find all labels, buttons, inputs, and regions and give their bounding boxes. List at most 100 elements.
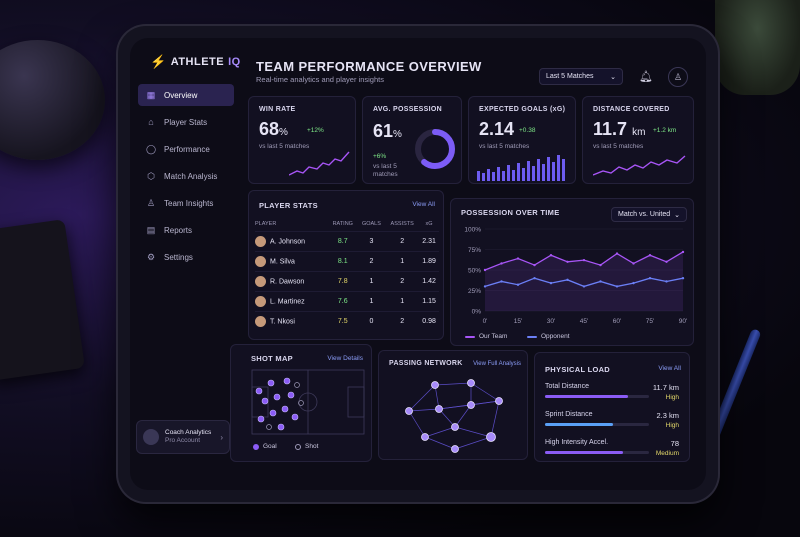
player-xg: 1.89 xyxy=(419,250,439,271)
sidebar-item-player-stats[interactable]: ⌂ Player Stats xyxy=(138,111,234,133)
player-assists: 2 xyxy=(385,230,420,251)
sidebar-item-reports[interactable]: ▤ Reports xyxy=(146,224,193,235)
physical-load-label: High Intensity Accel. xyxy=(545,439,609,446)
user-avatar-button[interactable]: ♙ xyxy=(668,67,688,87)
x-tick-label: 60' xyxy=(613,318,621,325)
shield-icon: ⬡ xyxy=(147,170,155,181)
possession-label: AVG. POSSESSION xyxy=(373,106,442,113)
match-range-select[interactable]: Last 5 Matches ⌄ xyxy=(539,68,623,85)
x-tick-label: 45' xyxy=(580,318,588,325)
physical-load-label: Sprint Distance xyxy=(545,411,593,418)
table-row[interactable]: R. Dawson 7.8 1 2 1.42 xyxy=(255,270,439,291)
physical-load-bar xyxy=(545,423,649,426)
player-avatar xyxy=(255,255,266,267)
player-name: M. Silva xyxy=(270,257,295,265)
possession-delta: +6% xyxy=(373,153,387,160)
win-rate-note: vs last 5 matches xyxy=(259,143,310,150)
series-point xyxy=(549,281,553,285)
x-tick-label: 30' xyxy=(547,318,555,325)
series-point xyxy=(632,281,635,285)
win-rate-value: 68% xyxy=(259,119,288,139)
distance-sparkline xyxy=(593,155,686,176)
sidebar-item-overview[interactable]: ▦ Overview xyxy=(138,84,234,106)
series-point xyxy=(582,258,586,262)
table-row[interactable]: L. Martinez 7.6 1 1 1.15 xyxy=(255,290,439,311)
series-point xyxy=(681,250,685,254)
series-point xyxy=(533,263,536,267)
shot-map-title: SHOT MAP xyxy=(251,354,293,363)
player-goals: 1 xyxy=(357,290,386,311)
distance-delta: +1.2 km xyxy=(653,127,677,134)
series-point xyxy=(615,285,619,288)
sidebar-item-settings[interactable]: ⚙ Settings xyxy=(146,251,193,262)
sidebar-item-performance[interactable]: ◯ Performance xyxy=(146,143,210,154)
player-assists: 1 xyxy=(385,250,420,271)
distance-note: vs last 5 matches xyxy=(593,143,644,150)
table-row[interactable]: A. Johnson 8.7 3 2 2.31 xyxy=(255,230,439,251)
passing-network-card: PASSING NETWORK View Full Analysis xyxy=(378,350,528,460)
bell-icon[interactable]: 🔔︎ xyxy=(639,71,653,83)
player-avatar xyxy=(255,235,266,247)
win-rate-label: WIN RATE xyxy=(259,106,296,113)
computer-mouse xyxy=(0,40,105,160)
passing-full-analysis-link[interactable]: View Full Analysis xyxy=(473,361,521,367)
x-tick-label: 15' xyxy=(514,318,522,325)
player-assists: 1 xyxy=(385,290,420,311)
coach-account-card[interactable]: Coach Analytics Pro Account › xyxy=(136,420,230,454)
shot-map-view-details-link[interactable]: View Details xyxy=(327,355,363,362)
sidebar-item-team-insights[interactable]: ♙ Team Insights xyxy=(146,197,214,208)
physical-load-level: High xyxy=(665,394,679,401)
user-icon: ♙ xyxy=(673,71,683,82)
plant-pot xyxy=(715,0,800,95)
shot-dot-icon xyxy=(295,443,301,450)
x-tick-label: 90' xyxy=(679,318,687,325)
series-area-our-team xyxy=(485,251,683,311)
xg-bar-sparkline xyxy=(477,155,565,181)
player-rating: 8.1 xyxy=(327,250,358,271)
player-stats-view-all-link[interactable]: View All xyxy=(412,201,435,208)
series-point xyxy=(681,277,685,280)
player-avatar xyxy=(255,315,266,327)
physical-load-value: 11.7 km xyxy=(652,383,679,392)
player-rating: 8.7 xyxy=(327,230,358,251)
page-subtitle: Real-time analytics and player insights xyxy=(256,75,384,84)
possession-card: AVG. POSSESSION 61% +6% vs last 5 matche… xyxy=(362,96,462,184)
player-rating: 7.5 xyxy=(327,310,358,331)
player-avatar xyxy=(255,295,266,307)
series-point xyxy=(533,277,536,280)
avatar xyxy=(143,429,159,445)
chevron-right-icon: › xyxy=(220,432,223,442)
table-row[interactable]: M. Silva 8.1 2 1 1.89 xyxy=(255,250,439,271)
possession-note: vs last 5 matches xyxy=(373,163,398,179)
player-goals: 1 xyxy=(357,270,386,291)
sidebar-item-match-analysis[interactable]: ⬡ Match Analysis xyxy=(147,170,218,181)
match-select[interactable]: Match vs. United ⌄ xyxy=(611,207,687,222)
xg-value: 2.14 xyxy=(479,119,515,139)
player-rating: 7.6 xyxy=(327,290,358,311)
series-point xyxy=(566,260,569,263)
possession-value: 61% xyxy=(373,121,402,141)
series-point xyxy=(582,285,586,288)
passing-network-title: PASSING NETWORK xyxy=(389,360,463,367)
series-point xyxy=(648,254,652,257)
chevron-down-icon: ⌄ xyxy=(610,73,616,81)
table-row[interactable]: T. Nkosi 7.5 0 2 0.98 xyxy=(255,310,439,331)
grid-icon: ▦ xyxy=(146,89,156,100)
player-assists: 2 xyxy=(385,270,420,291)
legend-opponent: Opponent xyxy=(527,333,570,340)
physical-load-view-all-link[interactable]: View All xyxy=(658,365,681,372)
series-point xyxy=(500,280,503,283)
legend-goal: Goal xyxy=(253,443,277,450)
series-point xyxy=(500,262,503,265)
xg-delta: +0.38 xyxy=(519,127,536,134)
coach-plan: Pro Account xyxy=(165,437,201,444)
win-rate-card: WIN RATE 68% +12% vs last 5 matches xyxy=(248,96,356,184)
series-point xyxy=(665,280,668,283)
player-name: L. Martinez xyxy=(270,297,305,305)
series-point xyxy=(599,263,602,267)
lightning-icon: ⚡ xyxy=(150,54,167,69)
tablet-screen: ⚡ ATHLETE IQ ▦ Overview ⌂ Player Stats ◯ Pe… xyxy=(130,38,706,490)
series-point xyxy=(483,268,487,272)
physical-load-level: High xyxy=(665,422,679,429)
physical-load-title: PHYSICAL LOAD xyxy=(545,365,611,374)
